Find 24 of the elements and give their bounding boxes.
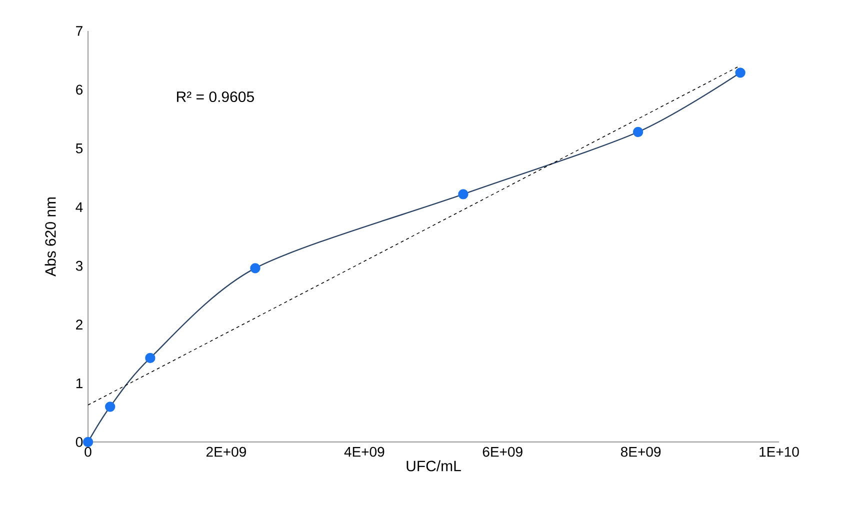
y-tick-label: 0 xyxy=(76,437,83,447)
point xyxy=(145,352,156,364)
point xyxy=(632,126,644,138)
y-tick-label: 4 xyxy=(76,202,83,212)
y-tick-label: 7 xyxy=(76,26,82,36)
x-tick-label: 0 xyxy=(84,446,92,457)
y-tick-label: 5 xyxy=(76,144,83,154)
point xyxy=(250,263,260,274)
y-axis-title: Abs 620 nm xyxy=(44,197,56,276)
point xyxy=(735,68,746,78)
point xyxy=(105,402,116,412)
y-tick-label: 2 xyxy=(76,320,82,330)
x-axis-title: UFC/mL xyxy=(406,460,461,472)
x-tick-label: 1E+10 xyxy=(760,446,799,457)
x-tick-label: 2E+09 xyxy=(206,446,246,457)
point xyxy=(82,436,94,448)
y-tick-label: 6 xyxy=(76,84,83,95)
y-tick-label: 1 xyxy=(76,378,82,388)
y-tick-label: 3 xyxy=(76,260,83,271)
x-tick-label: 4E+09 xyxy=(344,446,384,457)
x-tick-label: 8E+09 xyxy=(620,446,661,457)
annotation: R² = 0.9605 xyxy=(177,91,254,102)
x-tick-label: 6E+09 xyxy=(482,446,522,457)
point xyxy=(458,189,468,200)
